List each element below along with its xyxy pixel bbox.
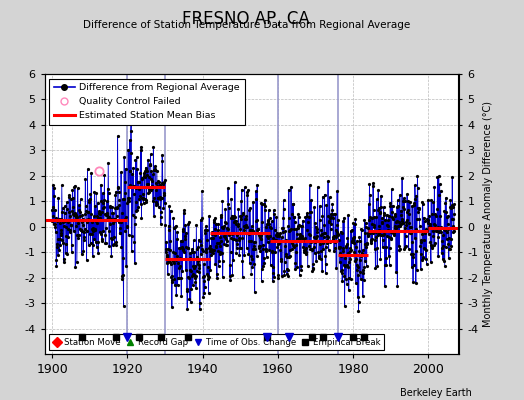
Text: Berkeley Earth: Berkeley Earth	[400, 388, 472, 398]
Text: Difference of Station Temperature Data from Regional Average: Difference of Station Temperature Data f…	[83, 20, 410, 30]
Y-axis label: Monthly Temperature Anomaly Difference (°C): Monthly Temperature Anomaly Difference (…	[483, 101, 493, 327]
Text: FRESNO AP, CA: FRESNO AP, CA	[182, 10, 310, 28]
Legend: Station Move, Record Gap, Time of Obs. Change, Empirical Break: Station Move, Record Gap, Time of Obs. C…	[49, 334, 384, 350]
